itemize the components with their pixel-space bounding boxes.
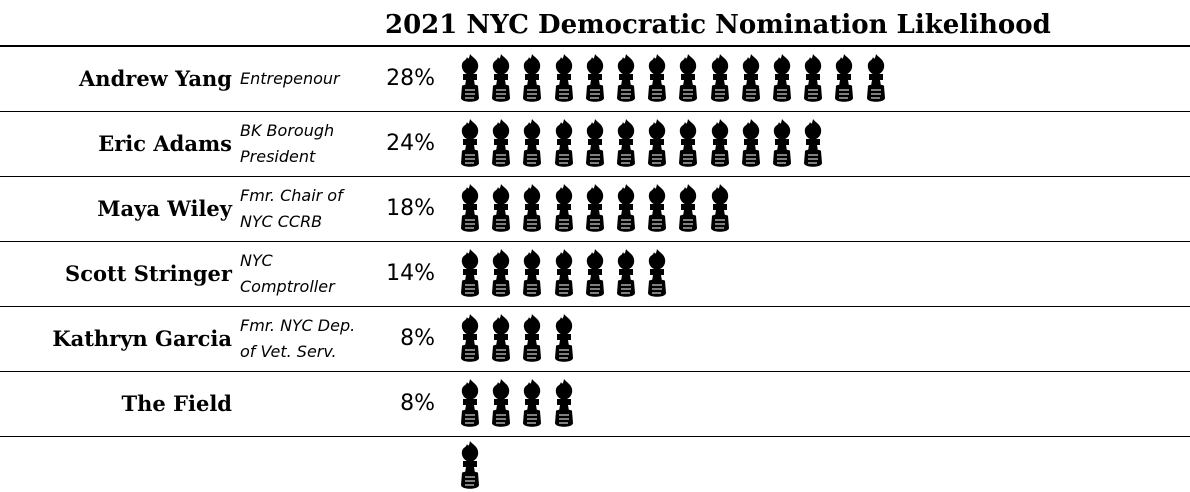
row-divider [0,306,1190,307]
candidate-role-line: Entrepenour [240,69,340,88]
torch-hand-icon [461,314,479,362]
torch-hand-icon [555,54,573,102]
torch-hand-icon [461,184,479,232]
torch-hand-icon [773,54,791,102]
candidate-role-line: Comptroller [240,277,335,296]
candidate-role-line: Fmr. NYC Dep. [240,316,356,335]
torch-hand-icon [835,54,853,102]
torch-hand-icon [679,184,697,232]
torch-hand-icon [617,54,635,102]
torch-hand-icon [773,119,791,167]
header-rule [0,45,1190,47]
candidate-role-line: BK Borough [240,121,335,140]
row-divider [0,111,1190,112]
torch-hand-icon [523,184,541,232]
torch-hand-icon [648,184,666,232]
torch-hand-icon [742,54,760,102]
percent-label: 14% [386,261,435,286]
torch-hand-icon [461,119,479,167]
icon-bar [458,177,1158,241]
candidate-name: Maya Wiley [97,196,232,221]
candidate-role: NYC Comptroller [240,242,370,306]
candidate-role-line: Fmr. Chair of [240,186,343,205]
torch-hand-icon [492,379,510,427]
torch-hand-icon [804,54,822,102]
torch-hand-icon [648,54,666,102]
torch-hand-icon [492,119,510,167]
candidate-role: Fmr. Chair of NYC CCRB [240,177,370,241]
percent-label: 8% [400,326,435,351]
candidate-role [240,372,370,436]
torch-hand-icon [492,184,510,232]
torch-hand-icon [648,249,666,297]
candidate-row: Andrew Yang Entrepenour 28% [0,47,1190,111]
torch-hand-icon [523,249,541,297]
candidate-row: The Field 8% [0,372,1190,436]
candidate-role: Entrepenour [240,47,370,111]
torch-hand-icon [555,249,573,297]
percent-label: 8% [400,391,435,416]
candidate-row: Kathryn Garcia Fmr. NYC Dep. of Vet. Serv.… [0,307,1190,371]
torch-hand-icon [461,379,479,427]
percent-label: 24% [386,131,435,156]
icon-bar [458,242,1158,306]
candidate-name: Kathryn Garcia [52,326,232,351]
icon-bar [458,307,1158,371]
torch-hand-icon [711,54,729,102]
torch-hand-icon [461,249,479,297]
candidate-role-line: of Vet. Serv. [240,342,337,361]
torch-hand-icon [711,184,729,232]
torch-hand-icon [617,249,635,297]
candidate-row: Eric Adams BK Borough President 24% [0,112,1190,176]
candidate-name: Eric Adams [98,131,232,156]
candidate-name: Scott Stringer [65,261,232,286]
torch-hand-icon [586,119,604,167]
percent-label: 28% [386,66,435,91]
torch-hand-icon [804,119,822,167]
torch-hand-icon [586,54,604,102]
torch-hand-icon [711,119,729,167]
icon-bar [458,372,1158,436]
torch-hand-icon [742,119,760,167]
candidate-row: Scott Stringer NYC Comptroller 14% [0,242,1190,306]
torch-hand-icon [492,54,510,102]
torch-hand-icon [523,314,541,362]
torch-hand-icon [617,119,635,167]
icon-bar [458,47,1158,111]
chart: 2021 NYC Democratic Nomination Likelihoo… [0,10,1190,489]
candidate-role-line: NYC [240,251,273,270]
torch-hand-icon [461,54,479,102]
torch-hand-icon [586,184,604,232]
torch-hand-icon [523,119,541,167]
candidate-name: Andrew Yang [79,66,232,91]
candidate-name: The Field [121,391,232,416]
torch-hand-icon [648,119,666,167]
cropped-icon-fragment [461,441,479,489]
percent-label: 18% [386,196,435,221]
candidate-row: Maya Wiley Fmr. Chair of NYC CCRB 18% [0,177,1190,241]
torch-hand-icon [492,249,510,297]
torch-hand-icon [492,314,510,362]
torch-hand-icon [523,54,541,102]
torch-hand-icon [617,184,635,232]
torch-hand-icon [555,314,573,362]
torch-hand-icon [679,54,697,102]
torch-hand-icon [586,249,604,297]
candidate-role: BK Borough President [240,112,370,176]
torch-hand-icon [867,54,885,102]
row-divider [0,176,1190,177]
torch-hand-icon [679,119,697,167]
candidate-role: Fmr. NYC Dep. of Vet. Serv. [240,307,370,371]
candidate-role-line: NYC CCRB [240,212,323,231]
torch-hand-icon [555,184,573,232]
torch-hand-icon [555,379,573,427]
icon-bar [458,112,1158,176]
row-divider [0,241,1190,242]
chart-title: 2021 NYC Democratic Nomination Likelihoo… [385,10,1051,40]
torch-hand-icon [523,379,541,427]
row-divider [0,436,1190,437]
torch-hand-icon [555,119,573,167]
row-divider [0,371,1190,372]
candidate-role-line: President [240,147,316,166]
